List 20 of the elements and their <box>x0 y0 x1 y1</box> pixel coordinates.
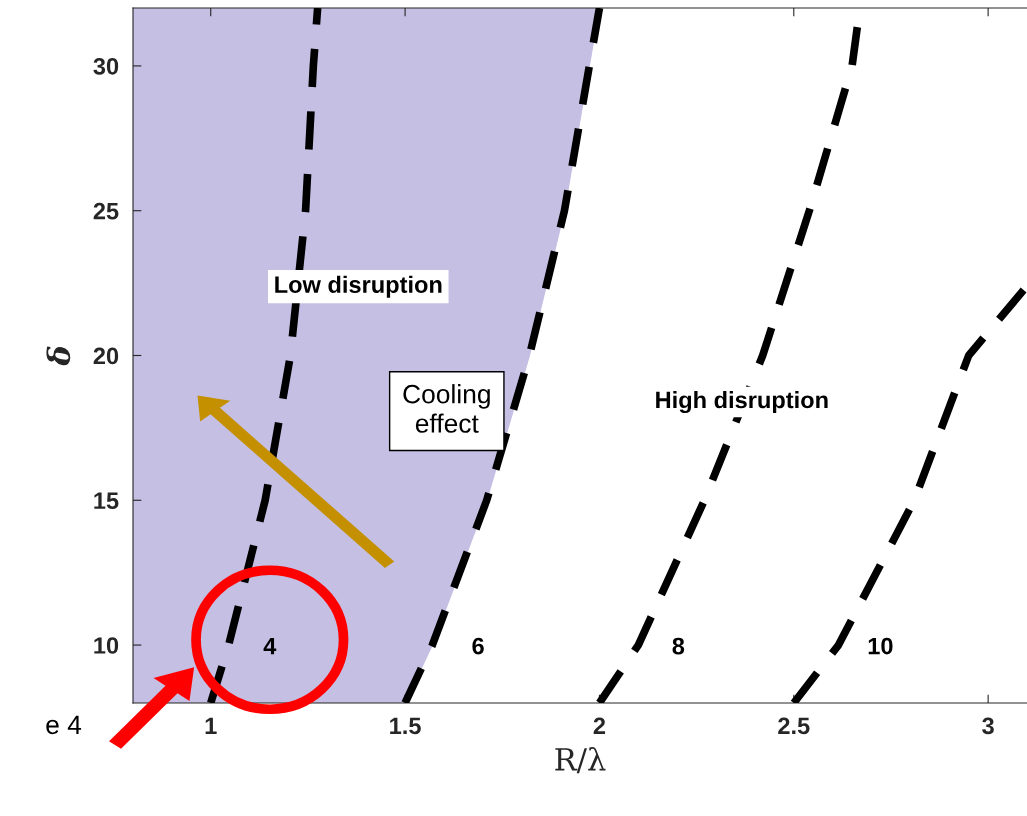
annotation: High disruption <box>656 391 828 414</box>
annotation: 8 <box>672 637 685 655</box>
y-tick-label: 25 <box>93 202 119 220</box>
annotation: Cooling effect <box>403 384 490 433</box>
annotation: 4 <box>263 637 277 655</box>
y-axis-title: δ <box>46 346 71 366</box>
y-tick-label: 20 <box>93 347 119 365</box>
x-tick-label: 2 <box>593 717 606 734</box>
x-tick-label: 3 <box>982 717 994 735</box>
y-tick-label: 10 <box>94 637 119 654</box>
annotation: 10 <box>868 637 893 655</box>
y-tick-label: 15 <box>94 492 119 510</box>
annotation: Low disruption <box>275 275 442 298</box>
y-tick-label: 30 <box>93 57 119 75</box>
x-tick-label: 1 <box>205 717 217 734</box>
text: e 4 <box>46 715 82 735</box>
x-tick-label: 1.5 <box>390 717 421 735</box>
annotation: 6 <box>472 637 484 655</box>
x-axis-title: R/λ <box>555 747 606 774</box>
x-tick-label: 2.5 <box>778 717 810 735</box>
